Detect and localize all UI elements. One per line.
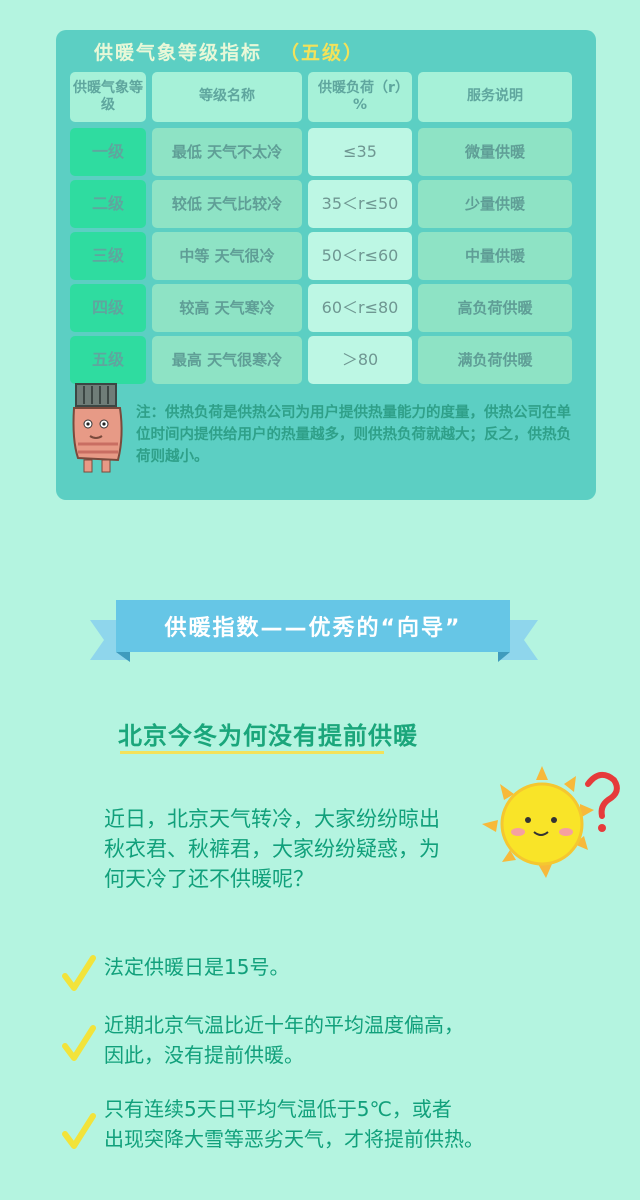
- bullet-text: 近期北京气温比近十年的平均温度偏高，: [104, 1013, 464, 1037]
- row-load: 35＜r≤50: [308, 180, 412, 228]
- check-icon: [62, 1025, 96, 1061]
- row-level: 二级: [70, 180, 146, 228]
- header-level: 供暖气象等级: [70, 72, 146, 122]
- intro-text: 近日，北京天气转冷，大家纷纷晾出秋衣君、秋裤君，大家纷纷疑惑，为何天冷了还不供暖…: [104, 807, 440, 891]
- row-load: ＞80: [308, 336, 412, 384]
- header-load: 供暖负荷（r）%: [308, 72, 412, 122]
- row-service: 微量供暖: [418, 128, 572, 176]
- row-name: 最高 天气很寒冷: [152, 336, 302, 384]
- row-name: 最低 天气不太冷: [152, 128, 302, 176]
- note-text: 注：供热负荷是供热公司为用户提供热量能力的度量，供热公司在单位时间内提供给用户的…: [136, 405, 571, 465]
- row-load: 60＜r≤80: [308, 284, 412, 332]
- bullet-text: 法定供暖日是15号。: [104, 955, 290, 979]
- ribbon-text: 供暖指数——优秀的“向导”: [116, 600, 510, 652]
- header-name: 等级名称: [152, 72, 302, 122]
- row-level: 三级: [70, 232, 146, 280]
- row-name: 较高 天气寒冷: [152, 284, 302, 332]
- row-service: 中量供暖: [418, 232, 572, 280]
- sun-question-icon: [476, 766, 626, 890]
- panel-grade: （五级）: [280, 42, 365, 64]
- row-service: 少量供暖: [418, 180, 572, 228]
- title-underline: [120, 751, 384, 754]
- panel-title-text: 供暖气象等级指标: [94, 42, 263, 64]
- row-load: ≤35: [308, 128, 412, 176]
- heating-grade-panel: 供暖气象等级指标 （五级） 供暖气象等级 等级名称 供暖负荷（r）% 服务说明 一…: [56, 30, 596, 500]
- row-service: 满负荷供暖: [418, 336, 572, 384]
- section-ribbon: 供暖指数——优秀的“向导”: [90, 598, 538, 666]
- section-title: 北京今冬为何没有提前供暖: [118, 722, 418, 750]
- row-service: 高负荷供暖: [418, 284, 572, 332]
- row-level: 五级: [70, 336, 146, 384]
- row-name: 中等 天气很冷: [152, 232, 302, 280]
- panel-title: 供暖气象等级指标 （五级）: [94, 38, 364, 66]
- row-load: 50＜r≤60: [308, 232, 412, 280]
- bullet-text: 只有连续5天日平均气温低于5℃，或者: [104, 1097, 452, 1121]
- bullet-text: 出现突降大雪等恶劣天气，才将提前供热。: [104, 1127, 484, 1151]
- check-icon: [62, 955, 96, 991]
- row-level: 四级: [70, 284, 146, 332]
- row-name: 较低 天气比较冷: [152, 180, 302, 228]
- bullet-text: 因此，没有提前供暖。: [104, 1043, 304, 1067]
- header-service: 服务说明: [418, 72, 572, 122]
- check-icon: [62, 1113, 96, 1149]
- row-level: 一级: [70, 128, 146, 176]
- radiator-mascot-icon: [68, 380, 128, 480]
